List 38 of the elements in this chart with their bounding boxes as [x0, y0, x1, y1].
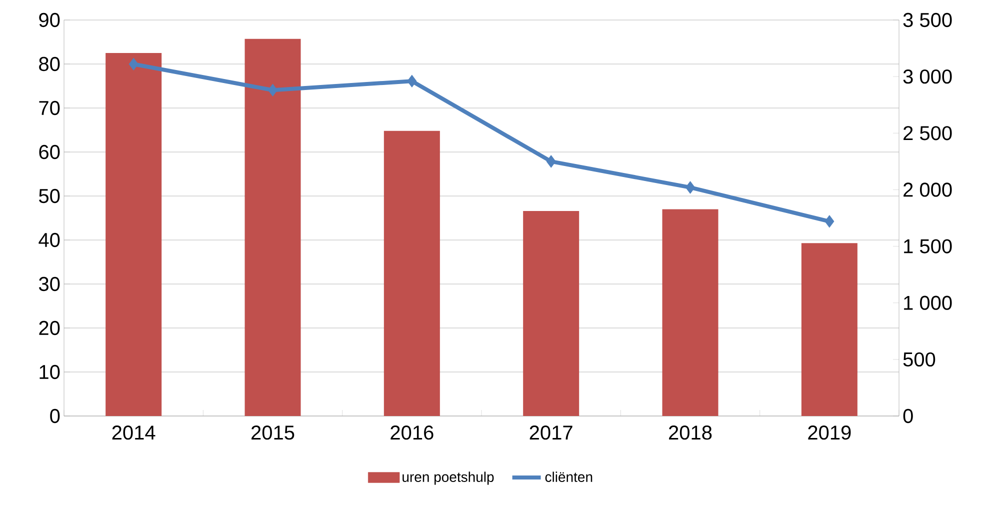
point: [546, 155, 556, 168]
point: [407, 74, 417, 88]
bar: [106, 53, 162, 416]
y2-tick-label: 2 500: [904, 126, 952, 140]
x-tick-label: 2015: [252, 426, 294, 440]
y2-tick-label: 3 000: [903, 69, 952, 84]
point: [686, 181, 696, 194]
y-tick-label: 10: [40, 364, 60, 380]
y2-tick-label: 2 000: [904, 182, 952, 197]
y-tick-label: 90: [39, 12, 60, 28]
y2-tick-label: 3 500: [903, 12, 952, 28]
x-tick-label: 2019: [808, 426, 851, 440]
x-tick-label: 2014: [112, 426, 156, 440]
bar: [244, 38, 301, 416]
point: [268, 84, 278, 96]
bar: [523, 210, 580, 416]
y-tick-label: 70: [39, 100, 60, 116]
y-tick-label: 50: [39, 188, 60, 204]
x-tick-label: 2017: [530, 426, 572, 440]
y2-tick-label: 0: [903, 408, 913, 424]
bar: [801, 243, 858, 416]
bar: [384, 130, 440, 416]
y-tick-label: 0: [50, 408, 60, 424]
legend-label: cliënten: [545, 472, 592, 482]
y-tick-label: 60: [39, 144, 60, 160]
bar: [662, 209, 718, 416]
y2-tick-label: 500: [903, 352, 936, 366]
x-tick-label: 2016: [390, 426, 434, 440]
point: [128, 58, 138, 70]
x-tick-label: 2018: [669, 426, 712, 440]
y-tick-label: 40: [38, 232, 60, 248]
y2-tick-label: 1 000: [904, 296, 952, 310]
y-tick-label: 80: [39, 56, 60, 72]
point: [824, 215, 834, 228]
y2-tick-label: 1 500: [904, 239, 952, 254]
legend-label: uren poetshulp: [402, 472, 494, 485]
y-tick-label: 20: [39, 320, 60, 336]
y-tick-label: 30: [38, 276, 60, 292]
